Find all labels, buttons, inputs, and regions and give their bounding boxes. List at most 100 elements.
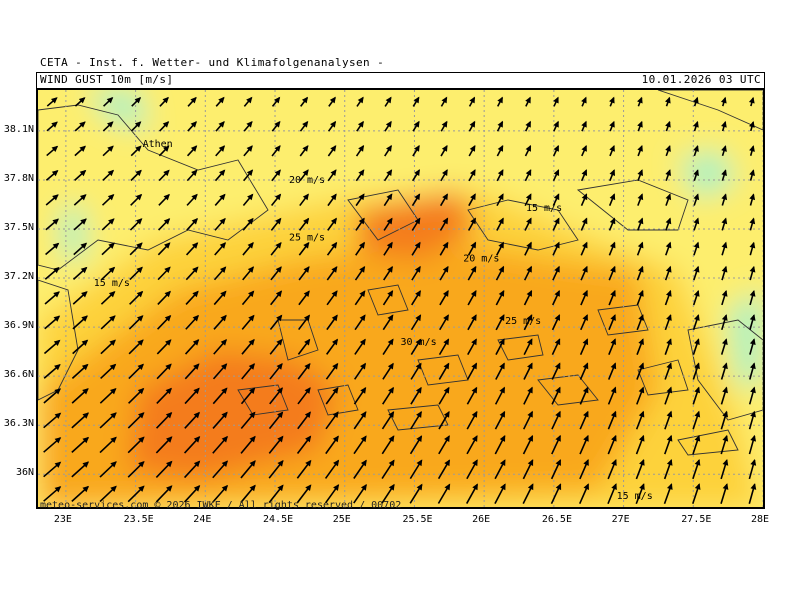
- wind-arrow-379: [466, 435, 478, 455]
- wind-arrow-289: [128, 363, 144, 380]
- wind-arrow-67: [468, 144, 476, 157]
- wind-arrow-0: [46, 97, 58, 107]
- wind-arrow-415: [748, 458, 757, 480]
- wind-arrow-411: [635, 459, 645, 480]
- wind-arrow-405: [466, 459, 478, 480]
- valid-datetime: 10.01.2026 03 UTC: [641, 73, 761, 86]
- wind-arrow-386: [664, 434, 673, 455]
- wind-arrow-17: [525, 96, 531, 107]
- wind-arrow-180: [721, 241, 728, 256]
- wind-arrow-205: [693, 265, 700, 281]
- wind-arrow-383: [579, 434, 589, 455]
- wind-arrow-304: [551, 362, 561, 380]
- wind-arrow-217: [298, 290, 310, 306]
- wind-arrow-26: [46, 121, 58, 132]
- wind-arrow-148: [552, 217, 560, 231]
- wind-arrow-320: [269, 387, 283, 405]
- wind-arrow-89: [355, 169, 365, 182]
- wind-arrow-152: [665, 217, 672, 231]
- wind-arrow-177: [636, 241, 644, 256]
- gust-shading: [38, 90, 763, 507]
- coast-shape-8: [367, 284, 409, 316]
- wind-arrow-402: [381, 459, 395, 480]
- contour-label-6: 30 m/s: [401, 337, 437, 348]
- wind-arrow-121: [524, 193, 532, 207]
- lon-label-0: 23E: [53, 514, 72, 525]
- wind-arrow-324: [382, 386, 394, 405]
- wind-arrow-100: [665, 169, 671, 182]
- wind-arrow-399: [296, 459, 312, 479]
- wind-arrow-377: [409, 435, 423, 455]
- wind-arrow-52: [46, 145, 59, 157]
- wind-arrow-332: [607, 386, 617, 405]
- wind-arrow-104: [45, 194, 59, 206]
- wind-arrow-288: [100, 363, 117, 380]
- wind-arrow-62: [327, 145, 337, 157]
- wind-arrow-256: [664, 314, 672, 331]
- wind-arrow-262: [100, 339, 116, 355]
- wind-arrow-51: [749, 120, 755, 132]
- wind-arrow-232: [721, 289, 728, 306]
- wind-arrow-34: [271, 120, 281, 132]
- wind-arrow-8: [271, 96, 281, 107]
- wind-arrow-64: [384, 145, 392, 157]
- wind-arrow-118: [439, 193, 449, 207]
- wind-arrow-413: [692, 458, 701, 480]
- wind-arrow-253: [580, 314, 588, 331]
- gust-region-lt15: [60, 205, 86, 260]
- wind-arrow-372: [268, 435, 284, 454]
- wind-arrow-281: [636, 338, 644, 355]
- wind-arrow-260: [43, 339, 61, 355]
- wind-arrow-412: [663, 458, 673, 480]
- wind-arrow-130: [45, 218, 60, 231]
- wind-arrow-112: [270, 193, 282, 207]
- wind-arrow-139: [298, 217, 310, 231]
- wind-arrow-145: [467, 217, 477, 231]
- wind-arrow-241: [241, 314, 255, 330]
- wind-arrow-94: [496, 169, 504, 182]
- wind-arrow-237: [128, 315, 144, 330]
- contour-labels: 20 m/s 25 m/s 15 m/s 20 m/s 15 m/s 25 m/s 30 m…: [94, 139, 653, 502]
- wind-arrow-198: [495, 265, 505, 281]
- wind-arrow-275: [467, 338, 477, 356]
- wind-arrow-157: [73, 242, 88, 256]
- wind-arrow-364: [43, 437, 62, 453]
- lon-label-7: 26.5E: [541, 514, 572, 525]
- wind-arrow-337: [748, 386, 756, 405]
- wind-arrow-424: [268, 484, 284, 504]
- wind-arrow-370: [212, 435, 228, 454]
- wind-arrow-7: [243, 96, 253, 107]
- wind-arrow-116: [383, 193, 393, 207]
- contour-label-0: 20 m/s: [289, 175, 325, 186]
- wind-arrow-70: [552, 144, 560, 157]
- wind-arrow-129: [749, 193, 756, 206]
- wind-arrow-301: [466, 362, 478, 380]
- wind-arrow-60: [271, 145, 281, 157]
- lon-label-2: 24E: [193, 514, 212, 525]
- wind-arrow-108: [158, 193, 170, 206]
- wind-arrow-417: [71, 485, 90, 502]
- lat-label-6: 36.3N: [3, 418, 34, 430]
- coast-shape-15: [637, 359, 689, 396]
- map-panel: 20 m/s 25 m/s 15 m/s 20 m/s 15 m/s 25 m/s 30 m…: [36, 88, 765, 509]
- wind-arrow-416: [43, 486, 62, 502]
- wind-arrow-250: [495, 314, 505, 331]
- wind-arrow-101: [693, 169, 699, 181]
- lat-label-0: 38.1N: [3, 123, 34, 135]
- wind-arrow-314: [99, 387, 117, 404]
- wind-arrow-37: [356, 120, 364, 132]
- credit-text: meteo-services.com © 2026 IWKF / All rig…: [40, 500, 402, 511]
- wind-arrow-45: [581, 120, 587, 132]
- wind-arrow-47: [637, 120, 643, 132]
- wind-arrow-193: [354, 266, 366, 281]
- wind-arrow-330: [551, 386, 561, 405]
- wind-arrow-230: [664, 289, 672, 306]
- wind-arrow-255: [636, 314, 644, 331]
- wind-arrow-186: [157, 266, 171, 281]
- wind-arrow-344: [212, 411, 228, 429]
- wind-arrow-351: [410, 411, 422, 430]
- wind-arrow-220: [382, 290, 394, 306]
- wind-arrow-422: [212, 484, 229, 503]
- wind-arrow-248: [439, 314, 449, 331]
- wind-arrow-404: [437, 459, 451, 480]
